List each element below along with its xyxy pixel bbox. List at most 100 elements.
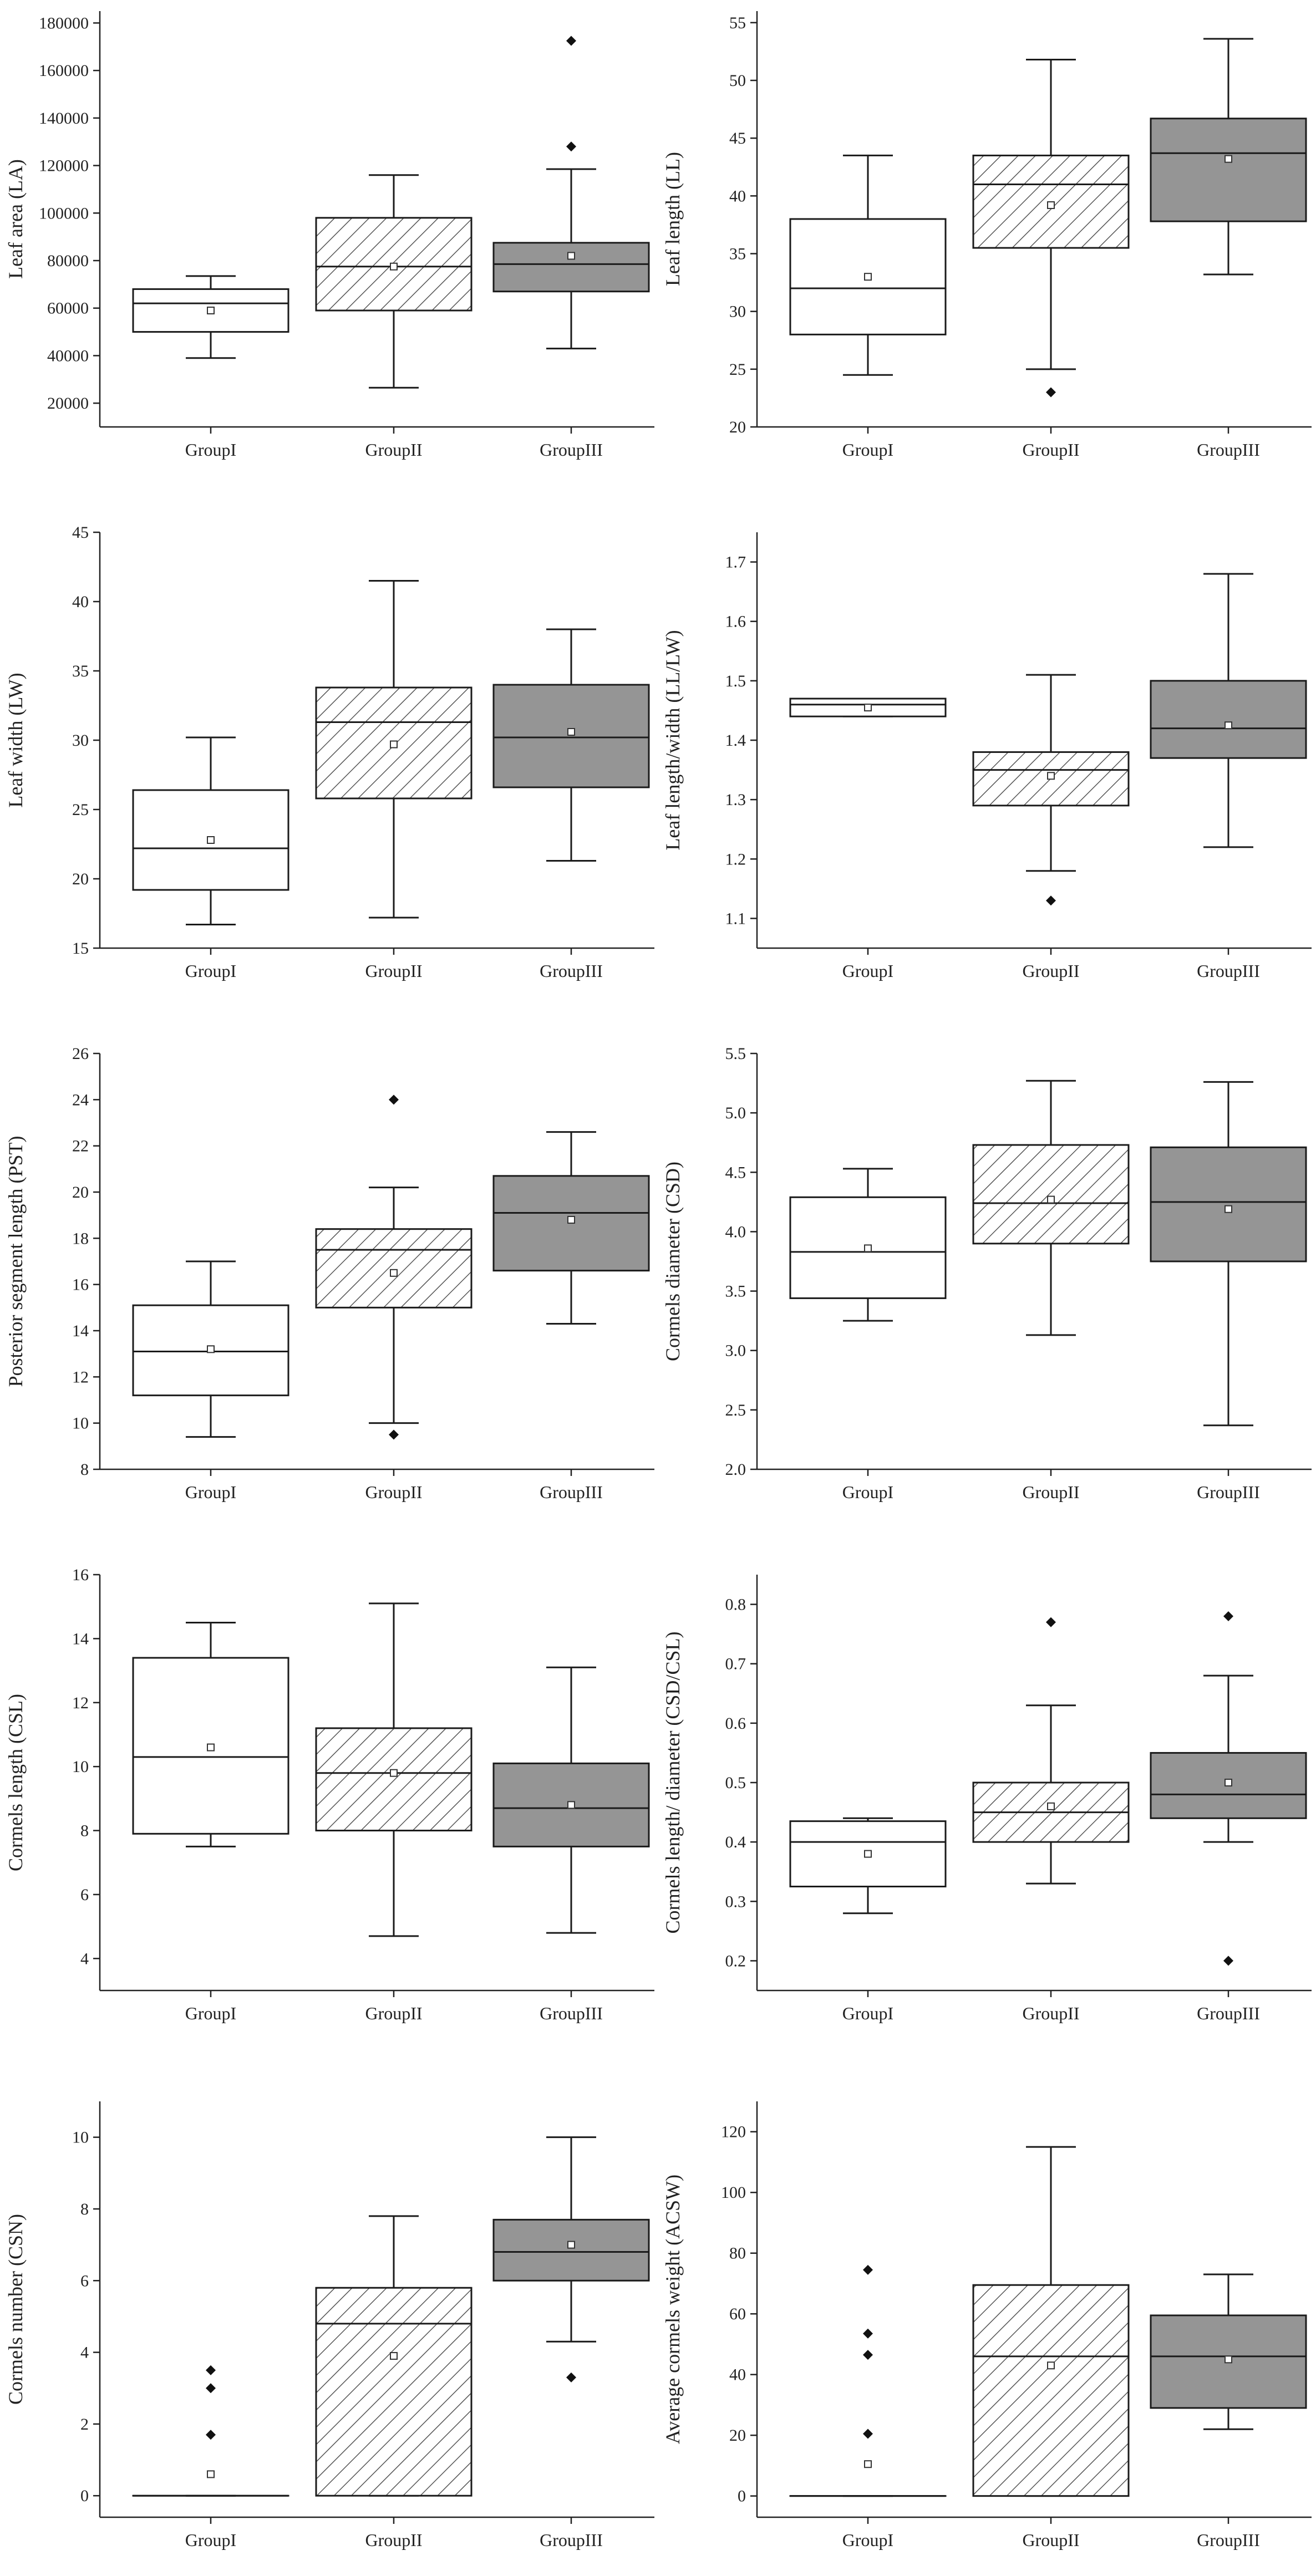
y-tick-label: 55 bbox=[729, 14, 746, 32]
mean-marker bbox=[864, 1244, 872, 1253]
y-tick-label: 30 bbox=[72, 731, 89, 750]
y-tick-label: 10 bbox=[72, 1758, 89, 1776]
mean-marker bbox=[390, 262, 398, 271]
y-tick-label: 3.0 bbox=[725, 1342, 746, 1360]
mean-marker bbox=[567, 1216, 575, 1224]
y-tick-label: 24 bbox=[72, 1091, 89, 1109]
chart-panel: 4 6 8 10 12 14 16 Cormels length (CSL) GroupI Gro… bbox=[4, 1566, 654, 2023]
x-category-label: GroupIII bbox=[1197, 961, 1260, 981]
chart-panel: 2.0 2.5 3.0 3.5 4.0 4.5 5.0 5.5 Cormels diameter… bbox=[662, 1045, 1312, 1502]
chart-panel: 8 10 12 14 16 18 20 22 24 26 Posterior segment len… bbox=[4, 1045, 654, 1502]
mean-marker bbox=[1047, 772, 1055, 780]
mean-marker bbox=[207, 307, 215, 314]
mean-marker bbox=[1224, 155, 1232, 163]
box-iqr bbox=[315, 217, 472, 312]
mean-marker bbox=[567, 252, 575, 260]
x-category-label: GroupII bbox=[1022, 1482, 1079, 1502]
y-tick-label: 0.3 bbox=[725, 1892, 746, 1911]
y-tick-label: 120000 bbox=[39, 157, 89, 175]
x-category-label: GroupI bbox=[842, 440, 893, 460]
y-tick-label: 5.0 bbox=[725, 1104, 746, 1122]
y-tick-label: 1.5 bbox=[725, 672, 746, 690]
chart-panel: 0.2 0.3 0.4 0.5 0.6 0.7 0.8 Cormels length/ dia… bbox=[662, 1575, 1312, 2023]
outlier-point bbox=[1046, 1617, 1056, 1627]
y-tick-label: 60 bbox=[729, 2305, 746, 2323]
x-category-label: GroupIII bbox=[1197, 2530, 1260, 2550]
box-iqr bbox=[492, 684, 650, 788]
outlier-point bbox=[863, 2328, 873, 2339]
y-tick-label: 18 bbox=[72, 1229, 89, 1248]
box-iqr bbox=[315, 1228, 472, 1309]
y-tick-label: 80000 bbox=[47, 252, 89, 270]
y-tick-label: 22 bbox=[72, 1137, 89, 1155]
y-tick-label: 100000 bbox=[39, 204, 89, 222]
mean-marker bbox=[390, 740, 398, 749]
y-tick-label: 30 bbox=[729, 303, 746, 321]
y-tick-label: 160000 bbox=[39, 62, 89, 80]
y-axis-title: Cormels diameter (CSD) bbox=[662, 1162, 684, 1361]
x-category-label: GroupIII bbox=[1197, 2003, 1260, 2023]
y-tick-label: 1.2 bbox=[725, 850, 746, 868]
y-tick-label: 2 bbox=[80, 2415, 89, 2434]
outlier-point bbox=[206, 2365, 216, 2375]
x-category-label: GroupIII bbox=[540, 2530, 603, 2550]
y-tick-label: 2.0 bbox=[725, 1460, 746, 1479]
box-iqr bbox=[492, 242, 650, 293]
y-tick-label: 8 bbox=[80, 1822, 89, 1840]
x-category-label: GroupIII bbox=[540, 1482, 603, 1502]
box-iqr bbox=[1150, 118, 1307, 222]
chart-panel: 20000 40000 60000 80000 100000 120000 140000 16… bbox=[4, 11, 654, 460]
mean-marker bbox=[207, 2470, 215, 2478]
x-category-label: GroupII bbox=[365, 440, 422, 460]
outlier-point bbox=[1223, 1956, 1233, 1966]
x-category-label: GroupII bbox=[1022, 2530, 1079, 2550]
y-tick-label: 4.5 bbox=[725, 1163, 746, 1182]
mean-marker bbox=[567, 1801, 575, 1809]
y-tick-label: 40000 bbox=[47, 347, 89, 365]
box-iqr bbox=[315, 2287, 472, 2497]
mean-marker bbox=[390, 1769, 398, 1777]
chart-panel: 0 2 4 6 8 10 Cormels number (CSN) GroupI GroupII… bbox=[4, 2101, 654, 2550]
y-tick-label: 25 bbox=[72, 801, 89, 819]
y-tick-label: 1.1 bbox=[725, 909, 746, 928]
y-axis-title: Cormels number (CSN) bbox=[4, 2214, 27, 2405]
y-tick-label: 15 bbox=[72, 939, 89, 958]
y-tick-label: 40 bbox=[72, 593, 89, 611]
y-tick-label: 1.6 bbox=[725, 613, 746, 631]
mean-marker bbox=[207, 1345, 215, 1353]
y-tick-label: 10 bbox=[72, 2129, 89, 2147]
y-tick-label: 4 bbox=[80, 1949, 89, 1968]
y-tick-label: 0 bbox=[738, 2487, 746, 2506]
y-tick-label: 0.6 bbox=[725, 1714, 746, 1733]
y-tick-label: 0.8 bbox=[725, 1596, 746, 1614]
mean-marker bbox=[1047, 2361, 1055, 2370]
x-category-label: GroupI bbox=[842, 961, 893, 981]
outlier-point bbox=[863, 2429, 873, 2439]
y-tick-label: 3.5 bbox=[725, 1282, 746, 1301]
y-tick-label: 5.5 bbox=[725, 1045, 746, 1063]
y-tick-label: 0.2 bbox=[725, 1952, 746, 1970]
box-iqr bbox=[1150, 2314, 1307, 2409]
chart-panel: 1.1 1.2 1.3 1.4 1.5 1.6 1.7 Leaf length/width (… bbox=[662, 532, 1312, 981]
y-tick-label: 100 bbox=[721, 2183, 746, 2202]
mean-marker bbox=[864, 2460, 872, 2468]
y-tick-label: 40 bbox=[729, 2366, 746, 2384]
x-category-label: GroupI bbox=[185, 2530, 236, 2550]
x-category-label: GroupI bbox=[185, 440, 236, 460]
x-category-label: GroupI bbox=[842, 2530, 893, 2550]
x-category-label: GroupII bbox=[365, 2530, 422, 2550]
mean-marker bbox=[864, 1850, 872, 1858]
x-category-label: GroupII bbox=[1022, 440, 1079, 460]
y-axis-title: Posterior segment length (PST) bbox=[4, 1136, 27, 1387]
x-category-label: GroupII bbox=[365, 2003, 422, 2023]
y-tick-label: 1.4 bbox=[725, 731, 746, 750]
y-axis-title: Cormels length/ diameter (CSD/CSL) bbox=[662, 1632, 684, 1934]
x-category-label: GroupI bbox=[185, 1482, 236, 1502]
y-tick-label: 40 bbox=[729, 187, 746, 205]
outlier-point bbox=[566, 35, 576, 46]
y-tick-label: 0.5 bbox=[725, 1774, 746, 1792]
y-axis-title: Leaf area (LA) bbox=[4, 159, 27, 279]
y-tick-label: 25 bbox=[729, 360, 746, 379]
chart-panel: 20 25 30 35 40 45 50 55 Leaf length (LL) GroupI Gr… bbox=[662, 11, 1312, 460]
